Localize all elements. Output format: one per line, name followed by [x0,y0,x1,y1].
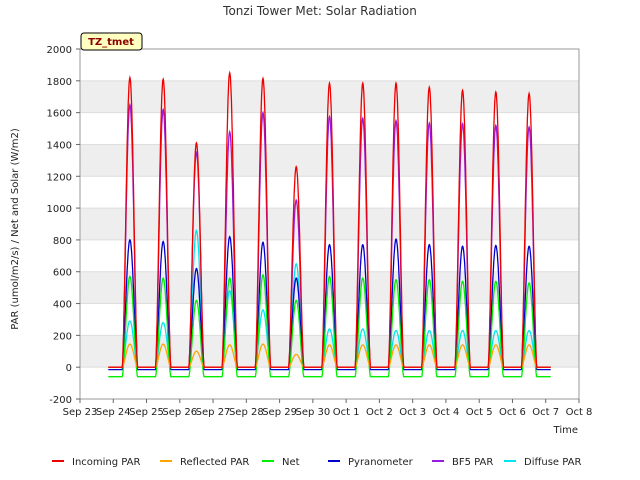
y-axis-label: PAR (umol/m2/s) / Net and Solar (W/m2) [10,128,21,330]
grid-band [80,144,579,177]
legend-label: Pyranometer [348,457,414,468]
x-tick-label: Sep 30 [295,407,330,418]
x-tick-label: Sep 28 [229,407,264,418]
y-tick-label: 1600 [47,109,72,120]
x-tick-label: Sep 24 [96,407,131,418]
y-tick-label: 1000 [47,204,72,215]
x-tick-label: Sep 23 [63,407,98,418]
series-line-pyranometer [108,235,551,371]
y-tick-label: 2000 [47,45,72,56]
grid-band [80,335,579,368]
y-tick-label: 800 [53,236,72,247]
y-tick-label: 1800 [47,77,72,88]
y-axis-ticks: -200 0 200 400 600 800 1000 1200 1400 1600 1800 200… [47,45,80,406]
legend-label: BF5 PAR [452,457,493,468]
legend-label: Reflected PAR [180,457,249,468]
station-tag: TZ_tmet [80,32,143,51]
y-tick-label: 600 [53,268,72,279]
grid-band [80,208,579,240]
y-tick-label: 200 [53,331,72,342]
x-tick-label: Oct 4 [433,407,460,418]
x-tick-label: Sep 25 [129,407,164,418]
series-layer [108,70,551,378]
x-tick-label: Sep 26 [162,407,197,418]
chart-title: Tonzi Tower Met: Solar Radiation [222,4,417,18]
legend: Incoming PAR Reflected PAR Net Pyranometer B… [52,457,581,468]
y-tick-label: -200 [49,395,72,406]
grid-bands [80,48,579,400]
legend-label: Net [282,457,300,468]
series-line-net [108,273,551,378]
x-tick-label: Oct 8 [566,407,593,418]
x-tick-label: Oct 1 [333,407,360,418]
x-tick-label: Oct 5 [466,407,493,418]
x-tick-label: Oct 7 [532,407,559,418]
x-tick-label: Oct 6 [499,407,526,418]
x-tick-label: Oct 2 [366,407,393,418]
x-tick-label: Sep 27 [196,407,231,418]
y-tick-label: 400 [53,300,72,311]
y-tick-label: 1200 [47,172,72,183]
x-axis-label: Time [553,425,578,436]
plot-frame [79,48,580,400]
legend-label: Incoming PAR [72,457,141,468]
x-tick-label: Oct 3 [399,407,426,418]
station-tag-label: TZ_tmet [88,37,134,48]
x-tick-label: Sep 29 [262,407,297,418]
y-tick-label: 0 [66,363,72,374]
legend-label: Diffuse PAR [524,457,581,468]
y-tick-label: 1400 [47,140,72,151]
series-line-incoming-par [108,70,551,368]
